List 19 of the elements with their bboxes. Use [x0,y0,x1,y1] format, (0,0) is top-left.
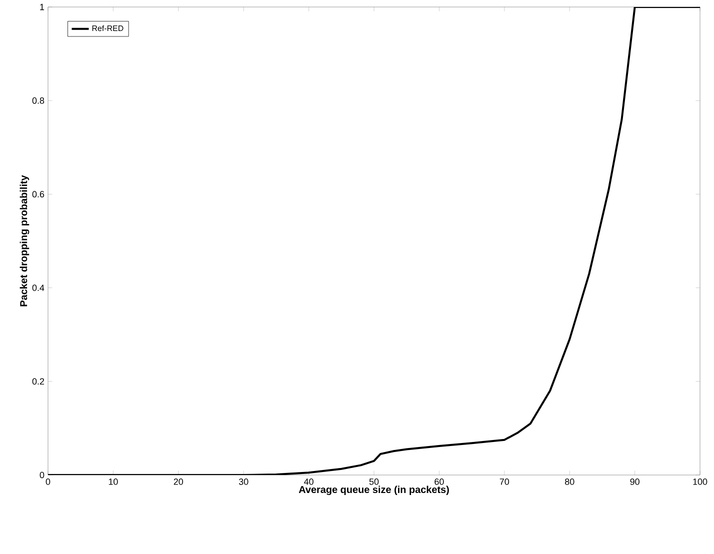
y-tick-label: 0.4 [32,284,44,291]
y-tick-label: 0 [40,472,44,478]
y-axis-title: Packet dropping probability [20,175,30,306]
y-tick-label: 0.6 [32,191,44,198]
x-tick-label: 80 [565,478,574,485]
x-tick-label: 10 [108,478,118,485]
y-tick-label: 1 [40,4,44,10]
y-tick-label: 0.8 [32,97,44,104]
x-tick-label: 0 [46,478,50,485]
x-tick-label: 100 [693,478,708,485]
x-tick-label: 40 [304,478,314,485]
x-tick-label: 30 [238,478,248,485]
x-tick-label: 60 [434,478,444,485]
x-tick-label: 90 [630,478,640,485]
y-tick-label: 0.2 [32,378,44,385]
x-tick-label: 50 [369,478,379,485]
x-tick-label: 70 [500,478,510,485]
x-axis-title: Average queue size (in packets) [298,486,449,496]
x-tick-label: 20 [174,478,184,485]
